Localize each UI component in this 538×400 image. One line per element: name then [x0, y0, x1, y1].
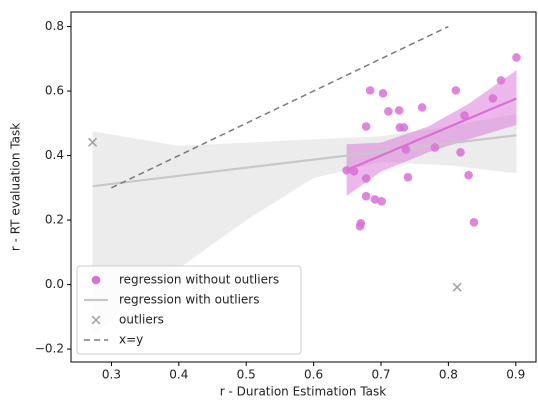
point: [488, 94, 498, 103]
point: [377, 197, 386, 206]
point: [361, 122, 371, 131]
point: [401, 145, 411, 154]
point: [361, 174, 371, 183]
point: [361, 191, 371, 201]
legend-label: outliers: [119, 313, 164, 327]
confidence-band: [92, 113, 517, 336]
point: [460, 111, 469, 120]
confidence-band: [346, 70, 517, 196]
legend: regression without outliers regression wi…: [76, 265, 302, 355]
point: [430, 143, 440, 152]
point: [403, 172, 413, 182]
line: [346, 97, 517, 172]
outlier-point: [452, 282, 462, 292]
point: [355, 221, 365, 231]
point: [464, 170, 473, 180]
point: [378, 88, 388, 98]
plot-area: [88, 25, 521, 336]
point: [342, 166, 351, 175]
point: [456, 148, 465, 157]
y-tick-label: −0.2: [35, 342, 64, 356]
point: [451, 86, 461, 95]
y-tick-label: 0.4: [45, 148, 64, 162]
legend-marker: [91, 315, 101, 325]
x-axis-label: r - Duration Estimation Task: [220, 385, 386, 399]
point: [370, 195, 380, 204]
point: [394, 106, 404, 115]
legend-label: x=y: [119, 333, 143, 347]
x-tick-label: 0.4: [169, 368, 188, 382]
legend-marker: [91, 275, 101, 285]
point: [384, 107, 393, 116]
point: [417, 103, 427, 112]
line: [111, 25, 449, 189]
x-tick-label: 0.7: [371, 368, 390, 382]
y-tick-label: 0.2: [45, 213, 64, 227]
point: [399, 123, 409, 132]
line: [92, 134, 517, 188]
x-tick-label: 0.9: [506, 368, 525, 382]
x-tick-label: 0.8: [439, 368, 458, 382]
outlier-point: [88, 137, 98, 147]
x-tick-label: 0.3: [102, 368, 121, 382]
legend-box: [76, 265, 302, 355]
y-axis-label: r - RT evaluation Task: [9, 123, 23, 251]
point: [496, 76, 506, 85]
y-tick-label: 0.0: [45, 277, 64, 291]
point: [469, 218, 479, 227]
point: [349, 167, 359, 176]
legend-label: regression with outliers: [119, 293, 259, 307]
plot-frame: [70, 11, 537, 363]
point: [512, 53, 521, 62]
x-tick-label: 0.6: [304, 368, 323, 382]
point: [365, 86, 375, 95]
y-tick-label: 0.6: [45, 84, 64, 98]
legend-label: regression without outliers: [119, 273, 279, 287]
y-tick-label: 0.8: [45, 19, 64, 33]
x-tick-label: 0.5: [237, 368, 256, 382]
